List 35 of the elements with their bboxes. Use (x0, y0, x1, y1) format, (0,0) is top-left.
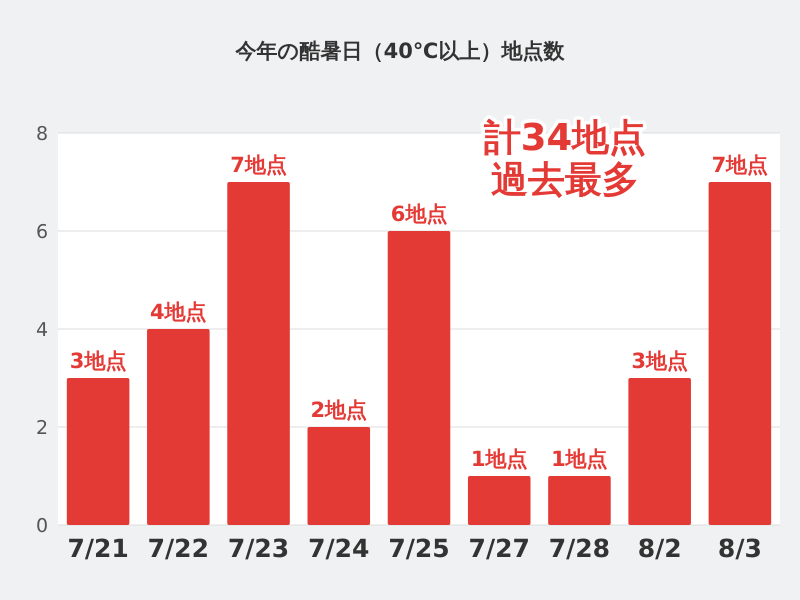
data-label: 4地点 (150, 300, 207, 324)
y-tick-label: 2 (36, 417, 48, 439)
data-label: 1地点 (470, 447, 528, 471)
x-tick-label: 7/22 (148, 534, 209, 563)
bar (66, 378, 130, 525)
y-tick-label: 8 (36, 123, 48, 145)
x-tick-label: 7/21 (67, 534, 129, 563)
bar (628, 378, 691, 525)
y-tick-label: 4 (36, 319, 48, 341)
chart-title: 今年の酷暑日（40℃以上）地点数 (234, 39, 566, 63)
x-tick-label: 7/28 (548, 534, 610, 563)
annotation: 過去最多 (491, 158, 639, 201)
bar (548, 476, 611, 525)
data-label: 3地点 (70, 349, 126, 373)
x-tick-label: 8/2 (638, 534, 682, 563)
data-label: 7地点 (230, 153, 287, 177)
x-tick-label: 8/3 (718, 534, 762, 563)
data-label: 1地点 (551, 447, 608, 471)
bar (147, 329, 210, 525)
y-tick-label: 0 (36, 515, 48, 537)
annotation: 計34地点 (482, 116, 646, 159)
x-tick-label: 7/24 (308, 534, 370, 563)
bar (468, 476, 531, 525)
data-label: 7地点 (712, 153, 768, 177)
bar (227, 182, 290, 525)
data-label: 3地点 (631, 349, 688, 373)
y-tick-label: 6 (36, 221, 48, 243)
bar (388, 231, 450, 525)
x-tick-label: 7/27 (468, 534, 530, 563)
x-tick-label: 7/25 (388, 534, 450, 563)
x-tick-label: 7/23 (228, 534, 290, 563)
data-label: 6地点 (390, 202, 448, 226)
data-label: 2地点 (310, 398, 368, 422)
bar (708, 182, 772, 525)
bar (307, 427, 370, 525)
